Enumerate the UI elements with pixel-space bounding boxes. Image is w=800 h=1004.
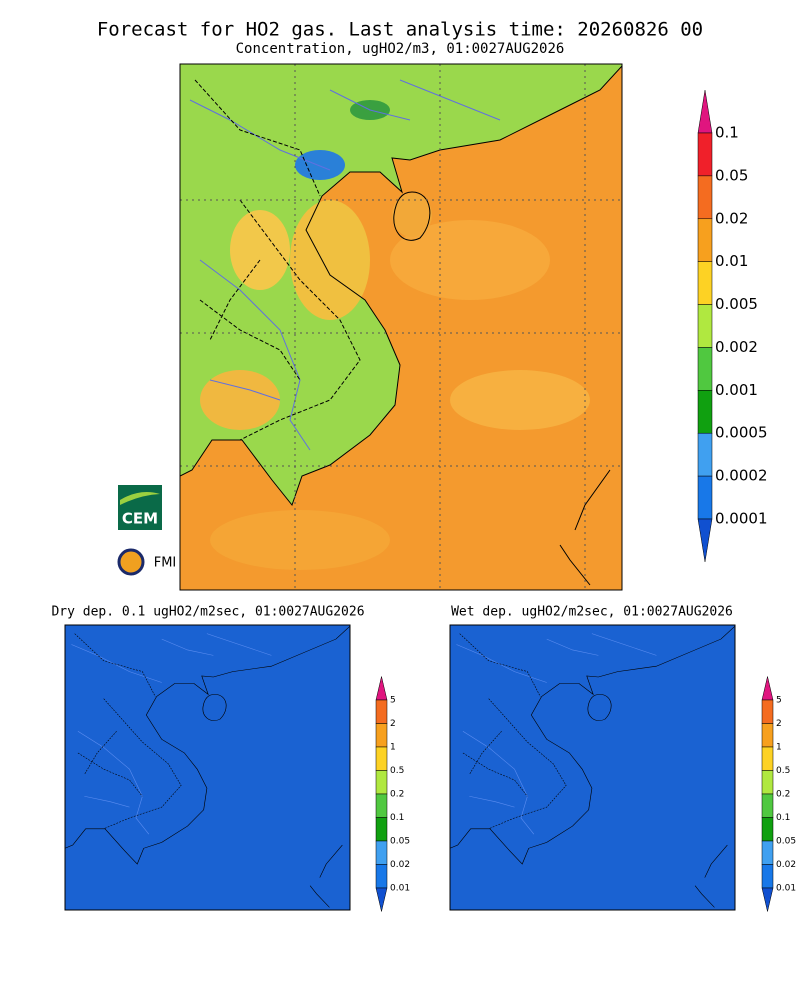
colorbar-box xyxy=(761,699,774,724)
colorbar-box xyxy=(697,132,713,177)
cem-logo-text: CEM xyxy=(122,510,158,528)
colorbar-box xyxy=(697,218,713,262)
colorbar-label: 1 xyxy=(390,743,396,753)
land-patch xyxy=(295,150,345,180)
colorbar-label: 0.2 xyxy=(776,790,790,800)
sea-patch xyxy=(210,510,390,570)
colorbar-label: 0.0002 xyxy=(715,467,768,485)
dry-dep-panel: Dry dep. 0.1 ugHO2/m2sec, 01:0027AUG2026 xyxy=(51,605,365,911)
colorbar-box xyxy=(697,347,713,391)
colorbar-label: 2 xyxy=(776,719,782,729)
colorbar-bottom xyxy=(375,887,388,912)
island xyxy=(392,193,432,237)
colorbar-label: 0.001 xyxy=(715,381,758,399)
colorbar-box xyxy=(375,699,388,724)
fmi-logo: FMI xyxy=(117,548,177,576)
colorbar-label: 1 xyxy=(776,743,782,753)
colorbar-box xyxy=(697,175,713,220)
colorbar-label: 0.2 xyxy=(390,790,404,800)
colorbar-box xyxy=(375,864,388,889)
map-frame xyxy=(179,63,623,591)
main-map xyxy=(180,64,622,590)
colorbar-box xyxy=(697,432,713,477)
colorbar-label: 0.05 xyxy=(715,166,748,184)
colorbar-top xyxy=(761,676,774,701)
colorbar-box xyxy=(697,261,713,305)
colorbar-box xyxy=(761,770,774,795)
colorbar-label: 0.0001 xyxy=(715,510,768,528)
colorbar-box xyxy=(761,864,774,889)
colorbar-label: 0.02 xyxy=(776,860,796,870)
colorbar-top xyxy=(697,90,713,134)
panel-title: Dry dep. 0.1 ugHO2/m2sec, 01:0027AUG2026 xyxy=(51,605,364,620)
sea-patch xyxy=(390,220,550,300)
colorbar-label: 0.01 xyxy=(390,884,410,894)
colorbar-label: 0.1 xyxy=(776,813,790,823)
colorbar-bottom xyxy=(697,518,713,562)
colorbar-label: 0.005 xyxy=(715,295,758,313)
colorbar-label: 2 xyxy=(390,719,396,729)
colorbar-label: 0.02 xyxy=(390,860,410,870)
colorbar-label: 0.01 xyxy=(715,252,748,270)
colorbar-box xyxy=(761,746,774,771)
colorbar-label: 0.05 xyxy=(776,837,796,847)
colorbar-box xyxy=(761,723,774,748)
colorbar-box xyxy=(761,840,774,865)
graticule xyxy=(180,64,622,590)
colorbar-top xyxy=(375,676,388,701)
colorbar-box xyxy=(375,793,388,818)
colorbar-box xyxy=(375,770,388,795)
fmi-logo-text: FMI xyxy=(154,556,177,571)
colorbar-box xyxy=(761,793,774,818)
fmi-logo-mark xyxy=(117,548,145,576)
colorbar-label: 0.05 xyxy=(390,837,410,847)
colorbar-box xyxy=(697,390,713,434)
colorbar-label: 0.002 xyxy=(715,338,758,356)
colorbar-label: 0.1 xyxy=(715,124,739,142)
land-patch xyxy=(230,210,290,290)
colorbar-label: 0.01 xyxy=(776,884,796,894)
panel-map xyxy=(64,624,351,911)
colorbar-box xyxy=(697,475,713,520)
colorbar-label: 5 xyxy=(390,696,396,706)
panel-title: Wet dep. ugHO2/m2sec, 01:0027AUG2026 xyxy=(451,605,733,620)
sea-patch xyxy=(450,370,590,430)
colorbar-label: 0.02 xyxy=(715,209,748,227)
colorbar-label: 0.1 xyxy=(390,813,404,823)
colorbar-label: 0.5 xyxy=(776,766,790,776)
land-patch xyxy=(200,370,280,430)
subtitle: Concentration, ugHO2/m3, 01:0027AUG2026 xyxy=(236,41,565,57)
colorbar-box xyxy=(375,746,388,771)
colorbar-box xyxy=(761,817,774,842)
wet-dep-panel: Wet dep. ugHO2/m2sec, 01:0027AUG2026 xyxy=(449,605,736,911)
cem-logo-swoosh xyxy=(120,492,160,505)
colorbar-box xyxy=(375,817,388,842)
title: Forecast for HO2 gas. Last analysis time… xyxy=(97,19,703,41)
panel-map xyxy=(449,624,736,911)
colorbar-box xyxy=(375,723,388,748)
cem-logo: CEM xyxy=(118,485,162,530)
colorbar-box xyxy=(697,304,713,348)
land-patch xyxy=(290,200,370,320)
colorbar-label: 5 xyxy=(776,696,782,706)
colorbar-bottom xyxy=(761,887,774,912)
colorbar-label: 0.0005 xyxy=(715,424,768,442)
colorbar-box xyxy=(375,840,388,865)
colorbar-label: 0.5 xyxy=(390,766,404,776)
